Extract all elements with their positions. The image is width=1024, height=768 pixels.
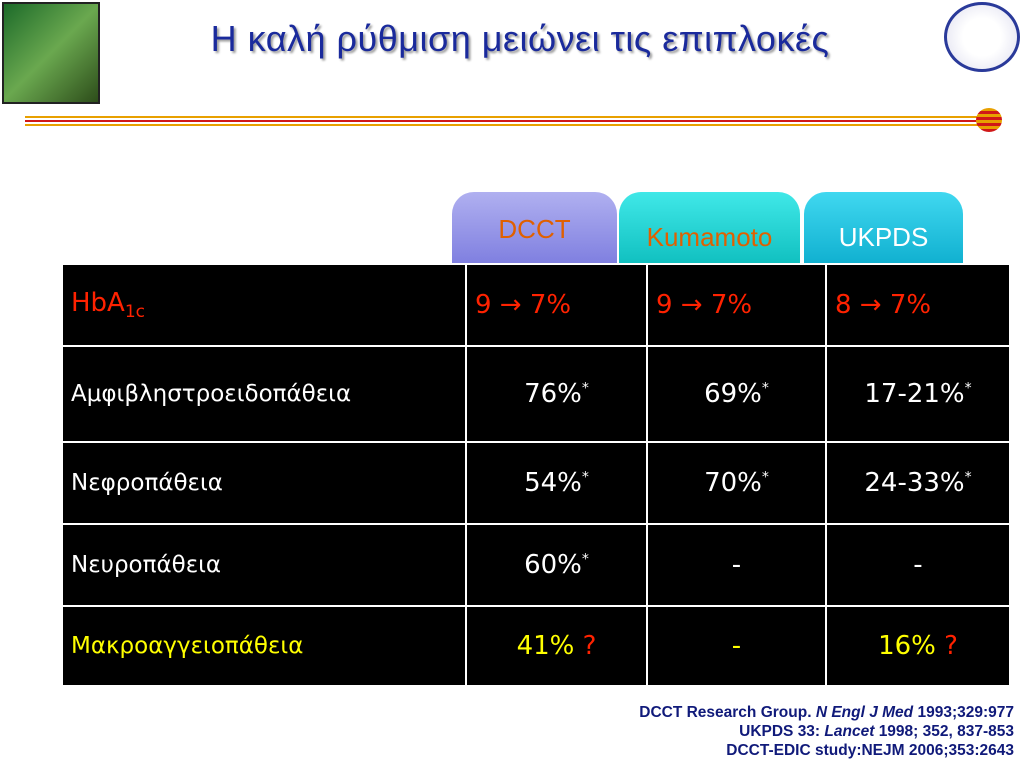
- query-mark: ?: [582, 631, 597, 661]
- table-row: Νεφροπάθεια 54%* 70%* 24-33%*: [61, 441, 1011, 525]
- hospital-logo: [944, 2, 1020, 72]
- references: DCCT Research Group. N Engl J Med 1993;3…: [639, 703, 1014, 760]
- label-text: Νεφροπάθεια: [71, 470, 223, 496]
- reference-part: 1993;329:977: [917, 704, 1014, 721]
- value-cell: 16% ?: [825, 605, 1011, 687]
- value-cell: 9 → 7%: [465, 263, 648, 347]
- label-text: Μακροαγγειοπάθεια: [71, 633, 304, 659]
- significance-mark: *: [581, 551, 589, 568]
- row-label: Μακροαγγειοπάθεια: [61, 605, 467, 687]
- column-header: DCCT: [452, 192, 617, 264]
- value-cell: 70%*: [646, 441, 827, 525]
- cell-text: 8 → 7%: [835, 290, 932, 320]
- value-cell: 69%*: [646, 345, 827, 443]
- cell-text: 24-33%: [864, 468, 965, 498]
- cell-text: 17-21%: [864, 379, 965, 409]
- column-header: UKPDS: [804, 192, 963, 264]
- value-cell: -: [646, 605, 827, 687]
- row-label: Αμφιβληστροειδοπάθεια: [61, 345, 467, 443]
- cell-text: 60%: [524, 550, 582, 580]
- column-header: Kumamoto: [619, 192, 800, 264]
- significance-mark: *: [964, 380, 972, 397]
- value-cell: 41% ?: [465, 605, 648, 687]
- value-cell: 17-21%*: [825, 345, 1011, 443]
- significance-mark: *: [964, 469, 972, 486]
- value-cell: -: [646, 523, 827, 607]
- value-cell: 24-33%*: [825, 441, 1011, 525]
- logo-image: [2, 2, 100, 104]
- reference-part: DCCT-EDIC study:NEJM 2006;353:2643: [726, 742, 1014, 759]
- cell-text: 70%: [704, 468, 762, 498]
- reference-part: N Engl J Med: [815, 704, 914, 721]
- row-label: HbA1c: [61, 263, 467, 347]
- cell-text: -: [731, 550, 742, 580]
- table-row: HbA1c 9 → 7% 9 → 7% 8 → 7%: [61, 263, 1011, 347]
- significance-mark: *: [581, 469, 589, 486]
- cell-text: 41%: [516, 631, 575, 661]
- slide-title: Η καλή ρύθμιση μειώνει τις επιπλοκές: [210, 18, 830, 59]
- value-cell: -: [825, 523, 1011, 607]
- table-row: Νευροπάθεια 60%* - -: [61, 523, 1011, 607]
- table-row: Αμφιβληστροειδοπάθεια 76%* 69%* 17-21%*: [61, 345, 1011, 443]
- value-cell: 60%*: [465, 523, 648, 607]
- table-row: Μακροαγγειοπάθεια 41% ? - 16% ?: [61, 605, 1011, 687]
- reference-line: DCCT-EDIC study:NEJM 2006;353:2643: [639, 741, 1014, 760]
- row-label: Νεφροπάθεια: [61, 441, 467, 525]
- label-text: Νευροπάθεια: [71, 552, 222, 578]
- cell-text: 9 → 7%: [656, 290, 753, 320]
- cell-text: 9 → 7%: [475, 290, 572, 320]
- significance-mark: *: [761, 380, 769, 397]
- significance-mark: *: [761, 469, 769, 486]
- reference-line: DCCT Research Group. N Engl J Med 1993;3…: [639, 703, 1014, 722]
- reference-part: Lancet: [824, 723, 875, 740]
- value-cell: 9 → 7%: [646, 263, 827, 347]
- value-cell: 54%*: [465, 441, 648, 525]
- divider: [25, 116, 980, 118]
- significance-mark: *: [581, 380, 589, 397]
- value-cell: 8 → 7%: [825, 263, 1011, 347]
- cell-text: 54%: [524, 468, 582, 498]
- label-subscript: 1c: [124, 302, 146, 323]
- cell-text: 76%: [524, 379, 582, 409]
- reference-line: UKPDS 33: Lancet 1998; 352, 837-853: [639, 722, 1014, 741]
- reference-part: UKPDS 33:: [739, 723, 821, 740]
- row-label: Νευροπάθεια: [61, 523, 467, 607]
- cell-text: 16%: [878, 631, 936, 661]
- label-text: HbA: [71, 287, 125, 318]
- reference-part: 1998; 352, 837-853: [878, 723, 1014, 740]
- cell-text: 69%: [704, 379, 762, 409]
- cell-text: -: [731, 631, 742, 661]
- value-cell: 76%*: [465, 345, 648, 443]
- divider-end: [976, 108, 1002, 132]
- divider: [25, 124, 980, 126]
- label-text: Αμφιβληστροειδοπάθεια: [71, 381, 352, 407]
- query-mark: ?: [944, 631, 958, 661]
- cell-text: -: [913, 550, 923, 580]
- divider: [25, 120, 980, 122]
- reference-part: DCCT Research Group.: [639, 704, 812, 721]
- results-table: HbA1c 9 → 7% 9 → 7% 8 → 7% Αμφιβληστροειδοπά…: [61, 263, 1011, 687]
